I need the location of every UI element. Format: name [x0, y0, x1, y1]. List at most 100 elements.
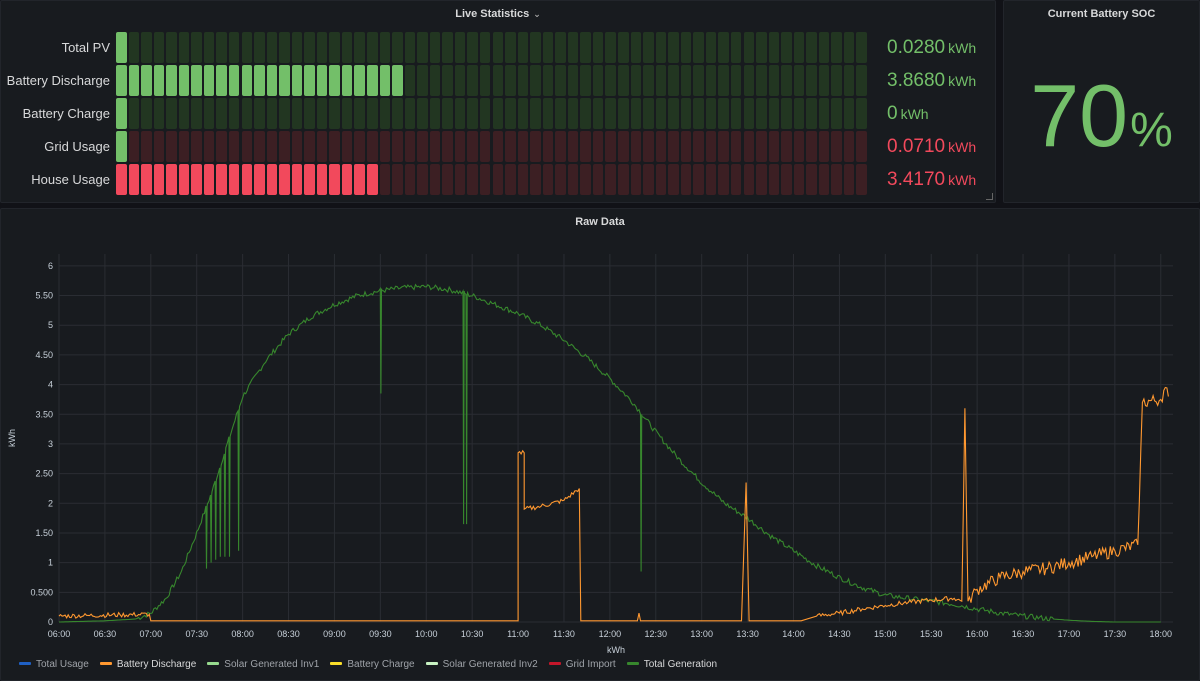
bar-gauge-cell — [228, 65, 240, 96]
bar-gauge-cell — [404, 131, 416, 162]
x-tick-label: 17:00 — [1058, 629, 1081, 639]
y-tick-label: 5.50 — [35, 291, 53, 301]
legend-item[interactable]: Solar Generated Inv2 — [425, 659, 538, 670]
bar-gauge-cell — [618, 164, 629, 195]
bar-gauge-cell — [655, 164, 667, 195]
legend-swatch-icon — [207, 661, 220, 665]
bar-gauge-cell — [329, 65, 340, 96]
bar-gauge-cell — [479, 98, 491, 129]
bar-gauge-cell — [843, 32, 855, 63]
bar-gauge-cell — [530, 65, 541, 96]
x-tick-label: 15:00 — [874, 629, 897, 639]
bar-gauge-cell — [655, 98, 667, 129]
raw-data-chart[interactable]: 0 0.500 1 1.50 2 2.50 3 3.50 4 4.50 5 5.50 6 06:00 06:… — [1, 209, 1199, 680]
bar-gauge-cell — [517, 65, 529, 96]
bar-gauge-cell — [254, 164, 265, 195]
bar-gauge-cell — [567, 164, 579, 195]
bar-gauge-cell — [781, 164, 792, 195]
bar-gauge-cell — [580, 65, 591, 96]
bar-gauge-cell — [454, 164, 466, 195]
bar-gauge-cell — [216, 32, 227, 63]
bar-gauge-cell — [128, 32, 140, 63]
bar-gauge-cell — [254, 65, 265, 96]
bar-gauge-cell — [454, 32, 466, 63]
bar-gauge-cell — [429, 131, 441, 162]
bar-gauge-cell — [153, 32, 165, 63]
bar-gauge-row: Grid Usage 0.0710 kWh — [1, 131, 997, 162]
bar-gauge-cell — [442, 98, 453, 129]
bar-gauge-cell — [279, 164, 290, 195]
bar-gauge-cell — [517, 32, 529, 63]
bar-gauge-cell — [567, 32, 579, 63]
bar-gauge-cell — [831, 65, 842, 96]
bar-gauge-cell — [241, 164, 253, 195]
bar-gauge-cell — [379, 164, 391, 195]
bar-gauge-cell — [781, 32, 792, 63]
legend-label: Total Generation — [643, 659, 718, 670]
legend-item[interactable]: Battery Discharge — [99, 659, 196, 670]
bar-gauge-track — [116, 131, 869, 162]
bar-gauge-cell — [216, 164, 227, 195]
chevron-down-icon[interactable]: ⌄ — [533, 9, 541, 19]
x-tick-label: 11:00 — [507, 629, 529, 639]
bar-gauge-track — [116, 98, 869, 129]
bar-gauge-cell — [379, 98, 391, 129]
bar-gauge-cell — [116, 65, 127, 96]
bar-gauge-cell — [354, 32, 365, 63]
legend-item[interactable]: Total Usage — [19, 659, 89, 670]
bar-gauge-cell — [730, 164, 742, 195]
bar-gauge-cell — [630, 65, 642, 96]
bar-gauge-cell — [429, 98, 441, 129]
bar-gauge-cell — [404, 32, 416, 63]
bar-gauge-cell — [768, 164, 780, 195]
bar-gauge-cell — [266, 98, 278, 129]
y-tick-label: 1 — [48, 558, 53, 568]
bar-gauge-cell — [341, 164, 353, 195]
bar-gauge-cell — [693, 65, 704, 96]
bar-gauge-cell — [743, 32, 755, 63]
bar-gauge-cell — [141, 131, 152, 162]
bar-gauge-cell — [228, 98, 240, 129]
bar-gauge-cell — [756, 32, 767, 63]
bar-gauge-cell — [116, 164, 127, 195]
bar-gauge-cell — [730, 32, 742, 63]
legend-item[interactable]: Total Generation — [626, 659, 718, 670]
raw-data-title[interactable]: Raw Data — [575, 216, 625, 228]
bar-gauge-cell — [756, 65, 767, 96]
legend-item[interactable]: Grid Import — [548, 659, 616, 670]
legend-item[interactable]: Battery Charge — [330, 659, 415, 670]
bar-gauge-cell — [367, 65, 378, 96]
x-tick-label: 10:30 — [461, 629, 484, 639]
y-tick-label: 2.50 — [35, 469, 53, 479]
bar-gauge-row: Total PV 0.0280 kWh — [1, 32, 997, 63]
bar-gauge-cell — [178, 131, 190, 162]
legend-label: Battery Charge — [347, 659, 415, 670]
bar-gauge-cell — [618, 131, 629, 162]
live-statistics-title[interactable]: Live Statistics ⌄ — [1, 8, 995, 20]
bar-gauge-cell — [542, 164, 554, 195]
bar-gauge-cell — [781, 65, 792, 96]
bar-gauge-cell — [254, 131, 265, 162]
bar-gauge-cell — [279, 131, 290, 162]
legend-item[interactable]: Solar Generated Inv1 — [207, 659, 319, 670]
x-tick-label: 09:00 — [323, 629, 346, 639]
resize-handle-icon[interactable] — [986, 193, 993, 200]
bar-gauge-cell — [429, 65, 441, 96]
y-axis-title: kWh — [7, 429, 17, 447]
battery-soc-title[interactable]: Current Battery SOC — [1047, 8, 1156, 20]
bar-gauge-cell — [781, 131, 792, 162]
bar-gauge-cell — [203, 131, 215, 162]
bar-gauge-cell — [367, 98, 378, 129]
bar-gauge-value: 0.0710 kWh — [887, 131, 976, 162]
bar-gauge-cell — [367, 32, 378, 63]
bar-gauge-cell — [843, 131, 855, 162]
bar-gauge-cell — [329, 98, 340, 129]
chart-legend: Total Usage Battery Discharge Solar Genera… — [19, 659, 728, 670]
x-tick-label: 07:30 — [185, 629, 208, 639]
bar-gauge-cell — [254, 98, 265, 129]
bar-gauge-cell — [831, 164, 842, 195]
bar-gauge-cell — [479, 131, 491, 162]
bar-gauge-cell — [856, 131, 867, 162]
bar-gauge-cell — [517, 131, 529, 162]
bar-gauge-cell — [718, 164, 729, 195]
